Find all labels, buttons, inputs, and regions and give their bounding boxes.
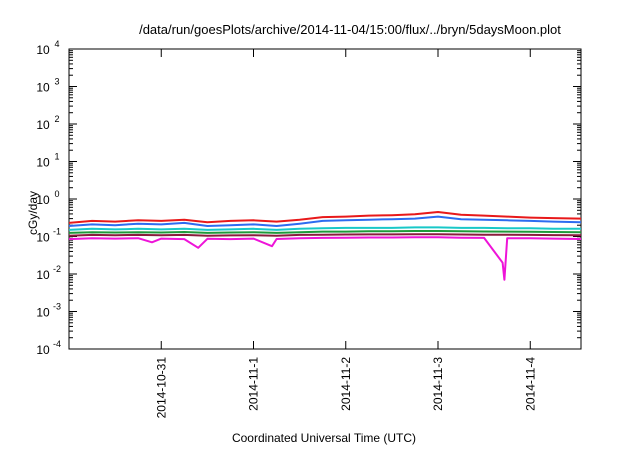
x-tick-label: 2014-11-3	[431, 357, 445, 411]
series-line-3	[68, 226, 581, 231]
y-tick-exponent: 2	[54, 114, 59, 124]
y-tick-exponent: 4	[54, 39, 59, 49]
y-tick-exponent: 0	[54, 189, 59, 199]
chart-title: /data/run/goesPlots/archive/2014-11-04/1…	[139, 22, 561, 37]
y-tick-exponent: 1	[54, 152, 59, 162]
x-tick-label: 2014-10-31	[154, 357, 168, 419]
series-layer	[68, 211, 582, 281]
y-tick-label: 10	[36, 81, 50, 95]
x-tick-label: 2014-11-2	[339, 357, 353, 411]
y-tick-exponent: 3	[54, 77, 59, 87]
series-line-4	[68, 230, 582, 234]
y-tick-label: 10	[36, 231, 50, 245]
plot-frame	[68, 48, 582, 350]
y-tick-label: 10	[36, 268, 50, 282]
y-tick-label: 10	[36, 193, 50, 207]
series-line-1	[68, 211, 582, 224]
y-tick-exponent: -4	[53, 339, 61, 349]
x-axis-label: Coordinated Universal Time (UTC)	[232, 431, 416, 445]
y-tick-exponent: -3	[53, 302, 61, 312]
series-line-2	[68, 215, 582, 227]
y-tick-exponent: -2	[53, 264, 61, 274]
y-tick-label: 10	[36, 306, 50, 320]
y-tick-label: 10	[36, 118, 50, 132]
y-tick-label: 10	[36, 156, 50, 170]
x-axis: 2014-10-31 2014-11-1 2014-11-2 2014-11-3 201…	[154, 49, 537, 418]
y-tick-label: 10	[36, 43, 50, 57]
x-tick-label: 2014-11-4	[523, 357, 537, 411]
y-tick-label: 10	[36, 343, 50, 357]
x-tick-label: 2014-11-1	[247, 357, 261, 411]
series-line-6	[68, 236, 582, 281]
series-line-5	[68, 233, 582, 237]
y-tick-exponent: -1	[53, 227, 61, 237]
y-axis-label: cGy/day	[26, 191, 40, 235]
